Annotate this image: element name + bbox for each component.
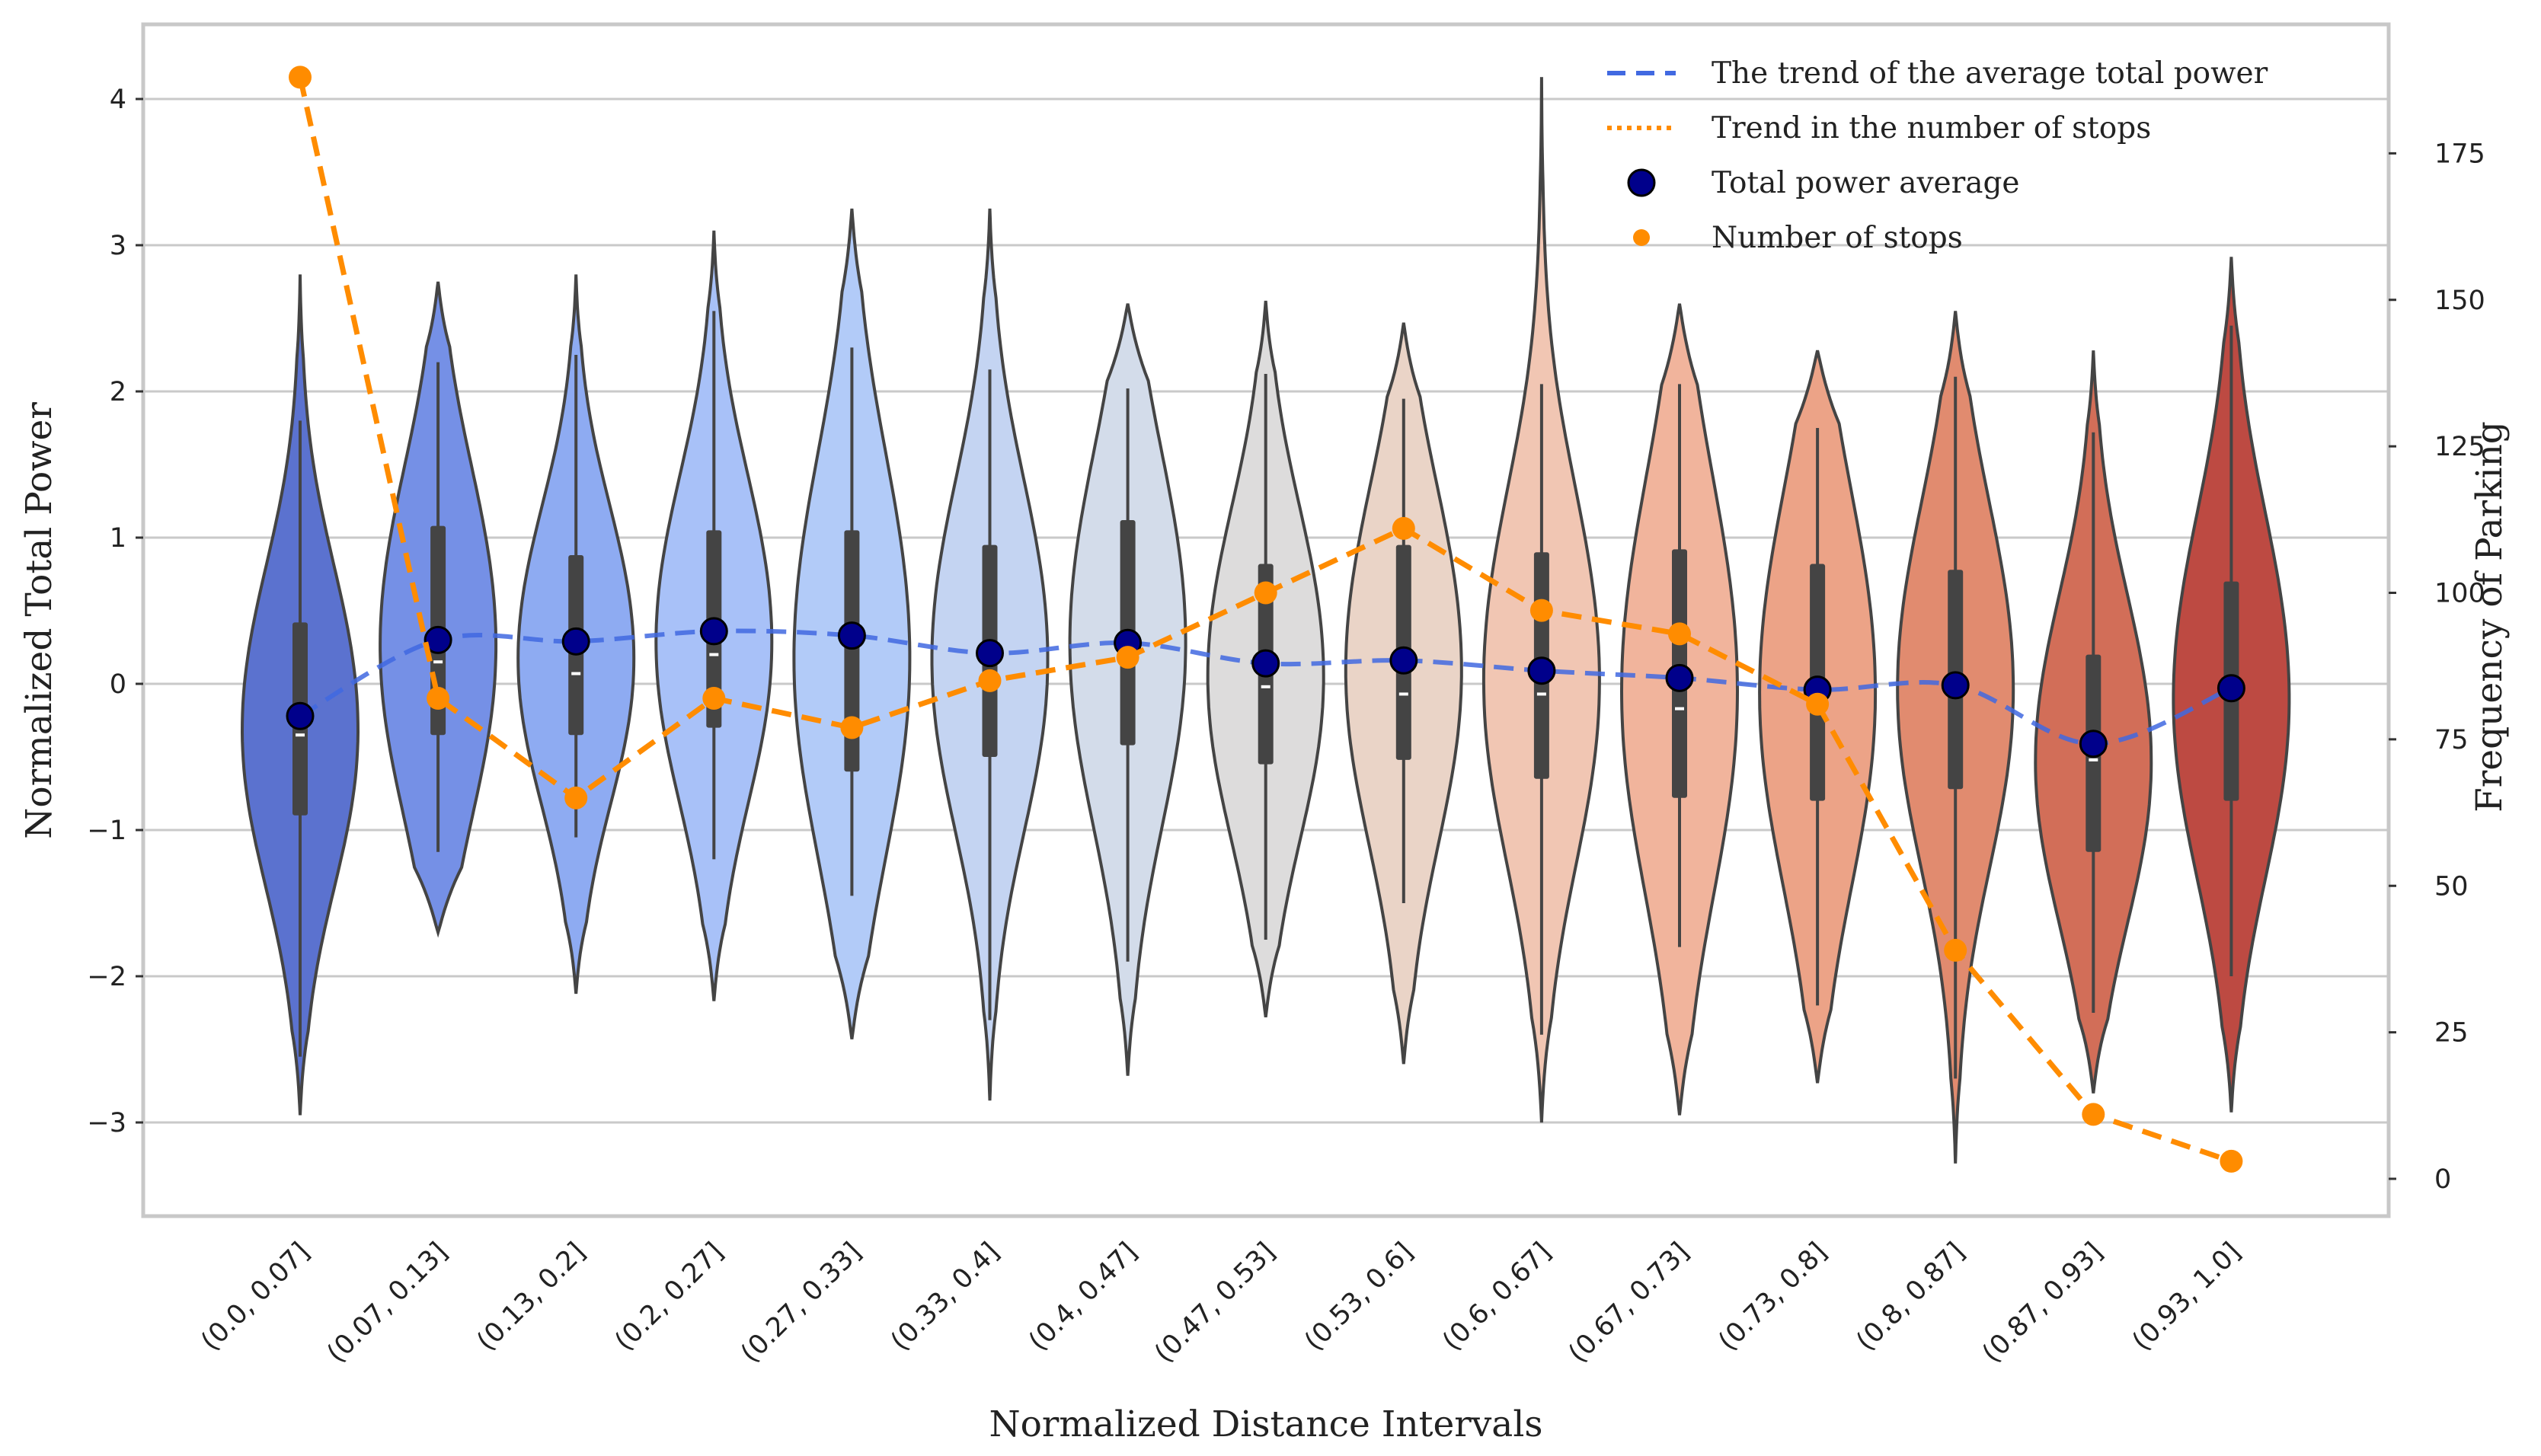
x-tick-label: (0.2, 0.27] [609,1237,730,1357]
y-tick-label: −2 [87,962,126,992]
violins [240,77,2291,1164]
y2-axis-label: Frequency of Parking [2469,421,2511,813]
stops-point [564,786,588,809]
x-tick-label: (0.4, 0.47] [1023,1237,1143,1357]
legend-label: The trend of the average total power [1712,56,2268,91]
y-tick-label: 0 [110,669,126,700]
y-tick-label: −3 [87,1108,126,1138]
stops-point [1254,581,1277,605]
power-average-point [1251,649,1280,678]
power-average-point [286,701,315,730]
y-axis-label: Normalized Total Power [18,402,60,839]
x-tick-label: (0.87, 0.93] [1977,1237,2109,1369]
stops-point [1944,938,1967,962]
stops-point [2220,1149,2243,1173]
violin-iqr-box [844,530,860,772]
x-axis-ticks: (0.0, 0.07] (0.07, 0.13] (0.13, 0.2] (0.2, … [196,1237,2247,1369]
y2-tick-label: 175 [2434,139,2485,169]
power-average-point [2217,674,2245,703]
x-tick-label: (0.67, 0.73] [1563,1237,1696,1369]
y2-tick-label: 75 [2434,725,2469,755]
x-tick-label: (0.6, 0.67] [1437,1237,1557,1357]
legend-swatch [1633,229,1650,246]
x-tick-label: (0.0, 0.07] [196,1237,316,1357]
power-average-point [1665,663,1694,692]
y2-tick-label: 125 [2434,432,2485,462]
stops-trend-group [289,65,2243,1173]
y2-tick-label: 150 [2434,286,2485,316]
stops-point [978,669,1002,692]
left-axis-ticks: −3 −2 −1 0 1 2 3 4 [87,85,143,1138]
legend: The trend of the average total power Tren… [1607,56,2268,255]
x-tick-label: (0.27, 0.33] [735,1237,868,1369]
x-tick-label: (0.53, 0.6] [1299,1237,1419,1357]
legend-label: Number of stops [1712,221,1963,255]
legend-label: Trend in the number of stops [1712,111,2151,145]
power-average-point [837,621,866,650]
y-tick-label: −1 [87,816,126,846]
x-tick-label: (0.13, 0.2] [471,1237,592,1357]
y-tick-label: 3 [110,231,126,261]
stops-point [1392,516,1415,540]
stops-point [1668,622,1691,646]
stops-point [1116,646,1139,669]
y-tick-label: 1 [110,523,126,554]
power-average-point [561,627,590,656]
x-tick-label: (0.93, 1.0] [2127,1237,2247,1357]
y-tick-label: 4 [110,85,126,115]
stops-point [2082,1103,2105,1126]
stops-point [1529,599,1553,622]
stops-point [427,687,450,710]
stops-point [702,687,726,710]
x-axis-label: Normalized Distance Intervals [989,1403,1543,1445]
x-tick-label: (0.47, 0.53] [1149,1237,1282,1369]
legend-label: Total power average [1712,166,2020,200]
power-average-point [699,617,728,646]
power-average-point [1389,646,1418,675]
stops-point [1806,692,1830,716]
y2-tick-label: 0 [2434,1164,2451,1195]
x-tick-label: (0.8, 0.87] [1851,1237,1971,1357]
legend-swatch [1627,168,1656,197]
x-tick-label: (0.73, 0.8] [1713,1237,1833,1357]
power-average-point [424,625,452,654]
power-average-point [2079,730,2108,758]
power-average-point [1941,671,1970,700]
stops-point [289,65,312,89]
y2-tick-label: 100 [2434,579,2485,609]
y-tick-label: 2 [110,377,126,407]
plot-frame [141,22,2391,1218]
power-average-point [976,639,1004,668]
power-average-point [1527,656,1556,685]
right-axis-ticks: 0 25 50 75 100 125 150 175 [2389,139,2485,1195]
power-trend-group [286,617,2245,758]
stops-point [840,716,864,739]
x-tick-label: (0.33, 0.4] [885,1237,1005,1357]
y2-tick-label: 25 [2434,1018,2469,1049]
x-tick-label: (0.07, 0.13] [321,1237,454,1369]
y2-tick-label: 50 [2434,871,2469,902]
